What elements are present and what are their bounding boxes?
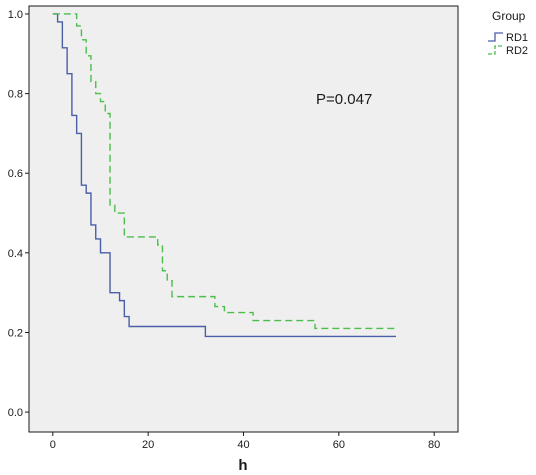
x-axis-label: h xyxy=(238,457,247,474)
legend-label-rd2: RD2 xyxy=(506,45,528,57)
x-tick-label: 80 xyxy=(428,439,440,451)
x-tick-label: 20 xyxy=(142,439,154,451)
legend-swatch-rd1 xyxy=(488,32,503,42)
x-tick-label: 0 xyxy=(50,439,56,451)
series-line-rd2 xyxy=(52,13,397,330)
series-layer xyxy=(52,13,397,338)
plot-area xyxy=(28,5,459,433)
y-tick-label: 0.0 xyxy=(8,407,23,419)
x-tick-label: 60 xyxy=(333,439,345,451)
legend-title: Group xyxy=(492,9,526,23)
y-tick-label: 0.4 xyxy=(8,248,23,260)
y-tick-label: 0.6 xyxy=(8,168,23,180)
x-tick-label: 40 xyxy=(237,439,249,451)
series-line-rd1 xyxy=(52,13,397,338)
y-tick-label: 1.0 xyxy=(8,9,23,21)
y-tick-label: 0.2 xyxy=(8,327,23,339)
y-tick-label: 0.8 xyxy=(8,89,23,101)
axes: 0 20 40 60 80 0.0 0.2 0.4 0.6 0.8 1.0 xyxy=(8,9,441,451)
legend-label-rd1: RD1 xyxy=(506,32,528,44)
legend-swatch-rd2 xyxy=(488,45,503,55)
p-value-annotation: P=0.047 xyxy=(316,91,372,108)
